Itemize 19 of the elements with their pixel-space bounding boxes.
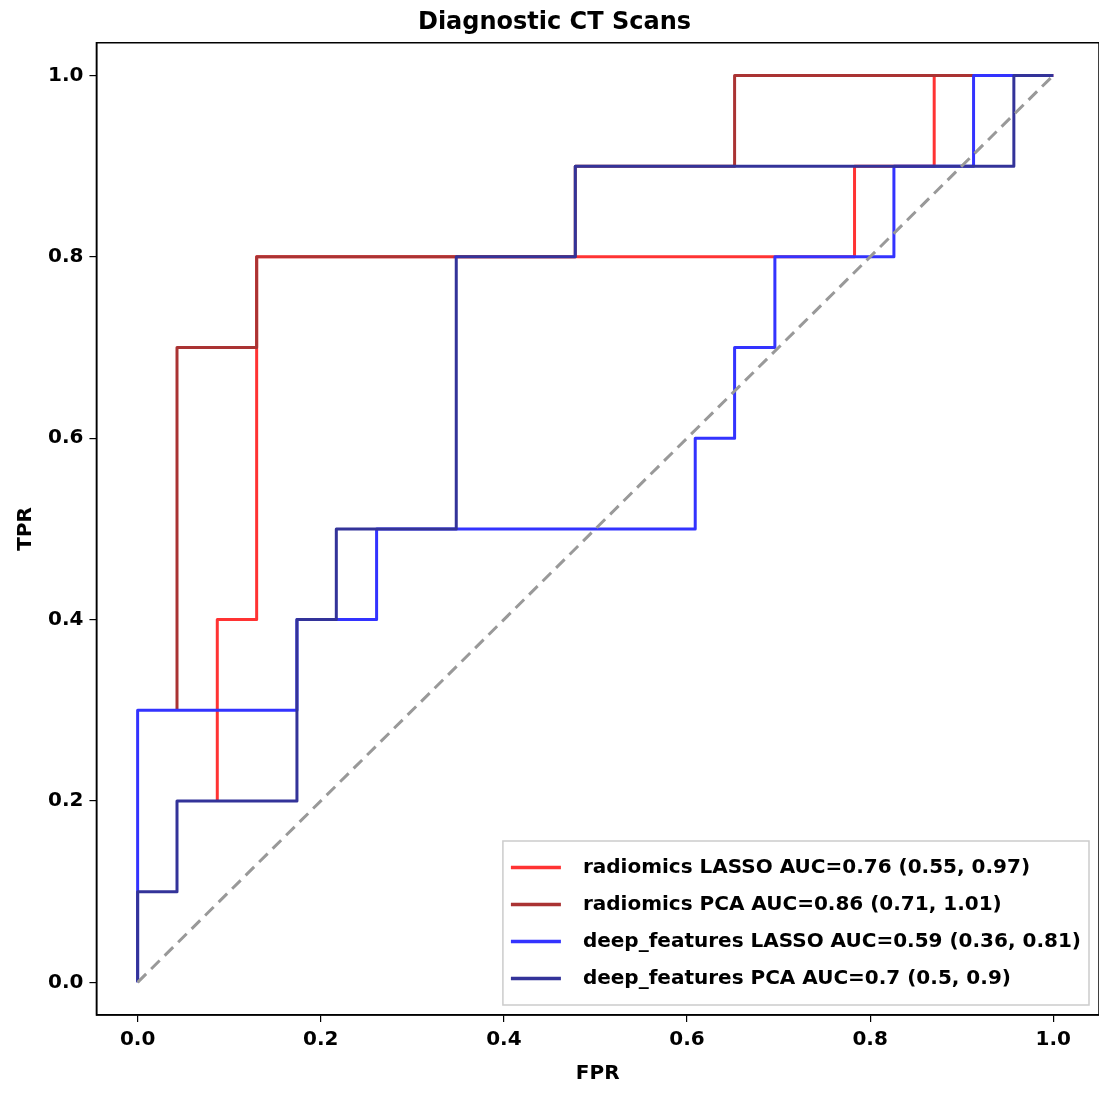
y-tick-label: 1.0 — [47, 61, 84, 86]
x-tick-label: 0.2 — [303, 1026, 339, 1051]
x-tick-label: 0.4 — [486, 1026, 522, 1051]
y-axis-title: TPR — [12, 507, 37, 551]
x-tick-label: 0.8 — [852, 1026, 888, 1051]
x-axis-title: FPR — [575, 1060, 620, 1085]
x-tick-label: 1.0 — [1035, 1026, 1071, 1051]
x-tick-label: 0.6 — [669, 1026, 705, 1051]
chart-title: Diagnostic CT Scans — [417, 6, 692, 35]
legend-label: deep_features PCA AUC=0.7 (0.5, 0.9) — [582, 964, 1011, 989]
y-tick-label: 0.8 — [47, 243, 84, 268]
x-tick-label: 0.0 — [119, 1026, 156, 1051]
legend-label: deep_features LASSO AUC=0.59 (0.36, 0.81) — [582, 927, 1082, 952]
y-tick-label: 0.2 — [47, 787, 84, 812]
legend-label: radiomics LASSO AUC=0.76 (0.55, 0.97) — [582, 853, 1031, 878]
legend-label: radiomics PCA AUC=0.86 (0.71, 1.01) — [582, 890, 1002, 915]
y-tick-label: 0.6 — [47, 424, 84, 449]
y-tick-label: 0.0 — [47, 968, 84, 993]
y-tick-label: 0.4 — [47, 605, 84, 630]
